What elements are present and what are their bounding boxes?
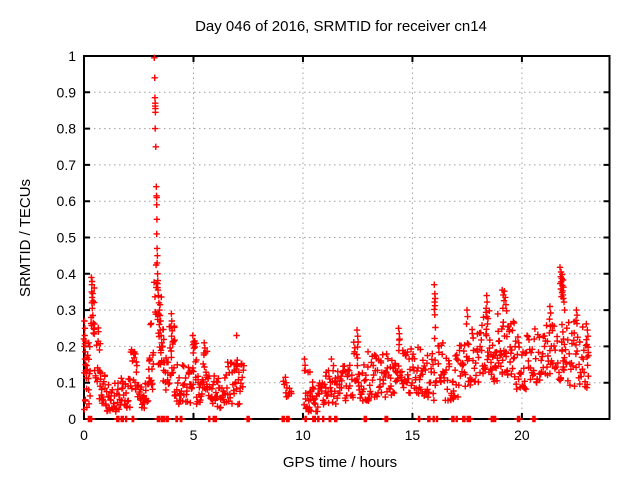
y-axis-label: SRMTID / TECUs	[17, 179, 34, 297]
x-tick-label: 5	[190, 427, 198, 443]
y-tick-label: 0.7	[57, 157, 77, 173]
grid-lines	[84, 56, 610, 419]
x-tick-label: 0	[80, 427, 88, 443]
y-tick-label: 1	[68, 48, 76, 64]
x-axis-label: GPS time / hours	[283, 454, 397, 471]
y-tick-label: 0.1	[57, 375, 77, 391]
x-tick-label: 15	[405, 427, 421, 443]
x-tick-label: 10	[295, 427, 311, 443]
x-tick-label: 20	[514, 427, 530, 443]
y-tick-label: 0.2	[57, 338, 77, 354]
tick-labels: 00.10.20.30.40.50.60.70.80.910 5 10 15 20	[57, 48, 530, 443]
y-tick-label: 0.9	[57, 84, 77, 100]
y-tick-label: 0.3	[57, 302, 77, 318]
y-tick-label: 0	[68, 411, 76, 427]
y-tick-label: 0.6	[57, 193, 77, 209]
grid-path	[84, 56, 610, 419]
scatter-points-srmtid	[80, 54, 592, 423]
y-tick-label: 0.8	[57, 121, 77, 137]
chart-title: Day 046 of 2016, SRMTID for receiver cn1…	[195, 18, 487, 35]
y-tick-label: 0.5	[57, 230, 77, 246]
y-tick-label: 0.4	[57, 266, 77, 282]
